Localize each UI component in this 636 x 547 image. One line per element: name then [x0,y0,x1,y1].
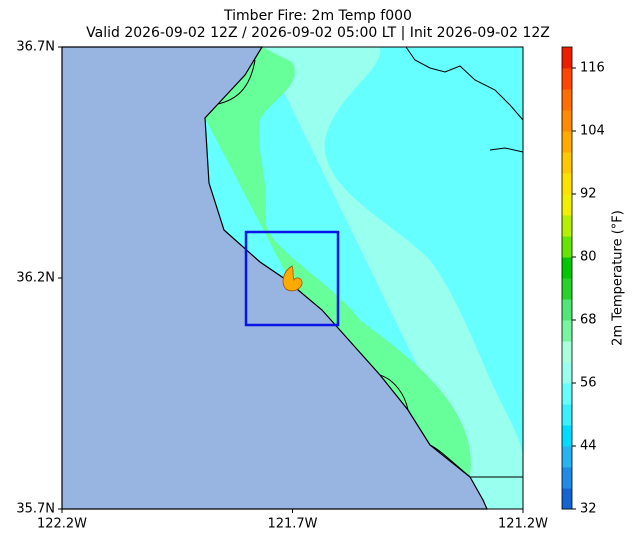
colorbar-segment [562,215,572,237]
colorbar-tick-label: 68 [580,313,597,328]
map-body [61,46,524,510]
land-mild [262,47,523,509]
lat-tick-label: 36.7N [16,40,55,55]
colorbar-tick-label: 80 [580,250,597,265]
map-subtitle: Valid 2026-09-02 12Z / 2026-09-02 05:00 … [86,25,550,41]
lat-tick-label: 36.2N [16,271,55,286]
colorbar-segment [562,299,572,321]
fire-box [244,230,340,327]
boundaries [217,46,524,478]
colorbar-segment [562,488,572,510]
colorbar-tick-label: 92 [580,187,597,202]
colorbar-segment [562,425,572,447]
land-cool [205,47,487,509]
fire-icon [282,265,303,292]
colorbar-segment [562,173,572,195]
colorbar-segment [562,68,572,90]
ocean [61,46,488,510]
colorbar-segment [562,89,572,111]
colorbar-segment [562,194,572,216]
colorbar-tick-label: 44 [580,439,597,454]
colorbar-tick-label: 104 [580,124,605,139]
lon-tick-label: 121.7W [267,517,317,532]
lon-tick-label: 122.2W [37,517,87,532]
lon-tick-label: 121.2W [498,517,548,532]
colorbar-segment [562,278,572,300]
colorbar-segment [562,383,572,405]
colorbar-frame [561,46,573,510]
colorbar-segment [562,236,572,258]
colorbar-segment [562,152,572,174]
colorbar-segment [562,257,572,279]
colorbar-segment [562,467,572,489]
colorbar-segment [562,131,572,153]
colorbar-tick-label: 56 [580,376,597,391]
colorbar-segment [562,362,572,384]
colorbar-segment [562,341,572,363]
lat-tick-label: 35.7N [16,502,55,517]
colorbar-tick-label: 116 [580,61,605,76]
colorbar-segment [562,47,572,69]
map-title: Timber Fire: 2m Temp f000 [223,8,412,24]
colorbar-segment [562,446,572,468]
colorbar-label: 2m Temperature (°F) [611,210,626,346]
colorbar-segment [562,110,572,132]
colorbar-segment [562,320,572,342]
colorbar-tick-label: 32 [580,502,597,517]
colorbar-segment [562,404,572,426]
